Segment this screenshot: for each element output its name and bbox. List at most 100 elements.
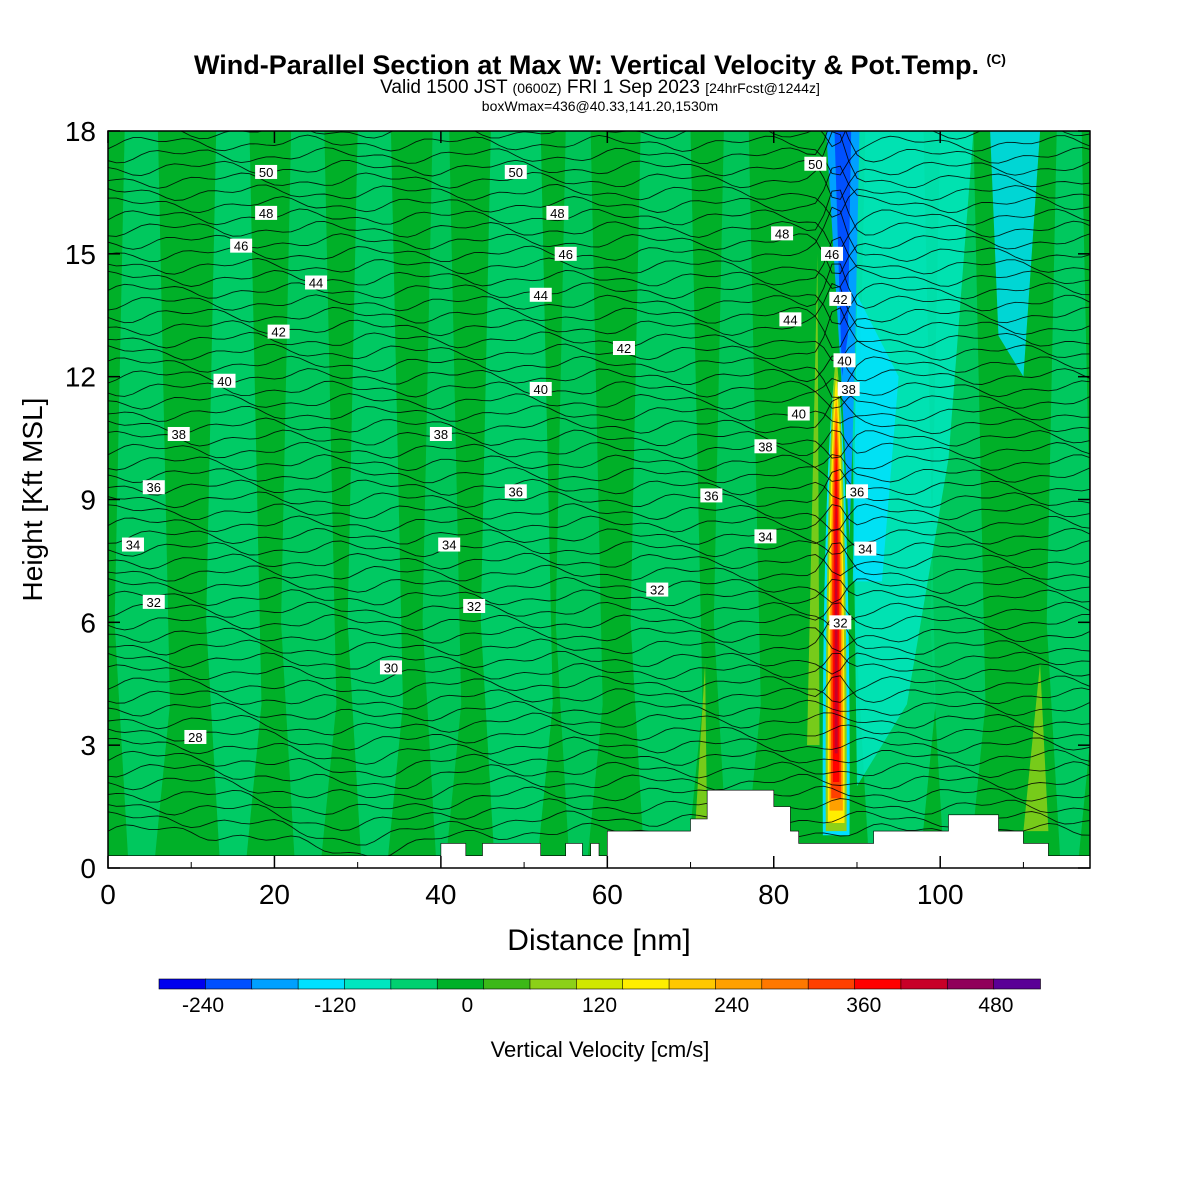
contour-label: 48 [775,226,789,241]
y-tick-label: 6 [80,607,96,638]
contour-label: 50 [808,157,822,172]
box-max-info: boxWmax=436@40.33,141.20,1530m [481,98,719,114]
valid-time: Valid 1500 JST [380,77,508,98]
theta-contour-line [108,355,1090,399]
theta-contour-line [108,131,1090,164]
theta-contour-line [108,675,1090,703]
theta-contour-line [108,542,1090,582]
theta-contour-line [108,675,1090,710]
contour-label-box [845,484,868,499]
contour-label-box [121,537,144,552]
theta-contour-line [108,189,1090,238]
contour-label-box [612,341,635,356]
downdraft-zone-far-right [990,131,1041,377]
contour-label: 38 [841,382,855,397]
contour-label: 38 [172,427,186,442]
x-tick-label: 60 [592,879,623,910]
theta-contour-line [108,552,1090,577]
contour-label: 36 [509,484,523,499]
utc-time: (0600Z) [512,80,562,96]
contour-label: 34 [858,542,872,557]
y-tick-label: 15 [65,239,96,270]
theta-contour-line [108,822,1090,859]
x-tick-label: 40 [425,879,456,910]
contour-label-box [833,353,856,368]
theta-contour-line [108,380,1090,409]
plot-area: 50 50 50 48 48 48 46 46 46 44 44 44 42 42 42 40 40 40 40 38… [108,131,1090,868]
title-block: Wind-Parallel Section at Max W: Vertical… [0,44,1200,114]
contour-label-box [804,156,827,171]
contour-label-box [821,246,844,261]
colorbar-tick-label: -120 [314,994,356,1017]
colorbar-swatch [251,978,299,990]
contour-label-box [529,287,552,302]
contour-label-box [787,406,810,421]
contour-label: 32 [650,583,664,598]
contour-label: 40 [534,382,548,397]
contour-label-box [854,541,877,556]
theta-contour-line [108,468,1090,509]
colorbar-swatch [715,978,763,990]
contour-label: 38 [758,439,772,454]
x-tick-label: 20 [259,879,290,910]
theta-contour-line [108,263,1090,312]
contour-label-box [267,324,290,339]
x-axis-label: Distance [nm] [507,924,690,957]
contour-label: 50 [259,165,273,180]
theta-contour-line [108,429,1090,459]
theta-contour-line [108,331,1090,362]
theta-contour-line [108,626,1090,653]
colorbar-tick-label: 240 [714,994,749,1017]
contour-label: 36 [704,488,718,503]
colorbar-tick-label: 480 [978,994,1013,1017]
contour-label-box [529,381,552,396]
contour-label-box [167,426,190,441]
colorbar-swatch [807,978,856,990]
contour-label: 46 [234,239,248,254]
colorbar-swatch [390,978,439,990]
theta-contour-line [108,578,1090,607]
colorbar-tick-label: 120 [582,994,617,1017]
contour-label-box [305,275,328,290]
theta-contour-line [108,601,1090,629]
weak-updraft-patch [694,663,708,836]
contour-label-box [504,484,527,499]
contour-label-box [463,598,486,613]
theta-contour-line [108,529,1090,558]
theta-contour-line [108,257,1090,289]
theta-contour-line [108,652,1090,684]
downdraft-streak [206,131,262,868]
colorbar-tick-label: 360 [846,994,881,1017]
x-tick-label: 80 [758,879,789,910]
theta-contour-line [108,236,1090,287]
colorbar-label-text: Vertical Velocity [cm/s] [490,1037,710,1062]
theta-contour-line [108,377,1090,410]
contour-label-box [771,226,794,241]
contour-label: 50 [509,165,523,180]
contour-label-box [230,238,253,253]
theta-contour-line [108,773,1090,800]
colorbar-swatch [436,978,485,990]
contour-label: 42 [271,325,285,340]
contour-label: 42 [617,341,631,356]
contour-label: 48 [259,206,273,221]
theta-contour-line [108,810,1090,846]
contour-label-box [754,439,777,454]
downdraft-zone-right [848,131,974,787]
y-tick-label: 9 [80,485,96,516]
contour-label: 48 [550,206,564,221]
contour-label-box [184,729,207,744]
theta-contour-line [108,134,1090,176]
theta-contour-line [108,405,1090,424]
y-tick-label: 3 [80,730,96,761]
colorbar-swatch [483,978,531,990]
terrain [108,789,1090,868]
colorbar-swatch [761,978,809,990]
theta-contour-line [108,785,1090,815]
contour-label-box [213,373,236,388]
theta-contour-line [108,736,1090,765]
contour-label-box [255,205,278,220]
y-tick-label: 0 [80,853,96,884]
contour-label-box [754,529,777,544]
